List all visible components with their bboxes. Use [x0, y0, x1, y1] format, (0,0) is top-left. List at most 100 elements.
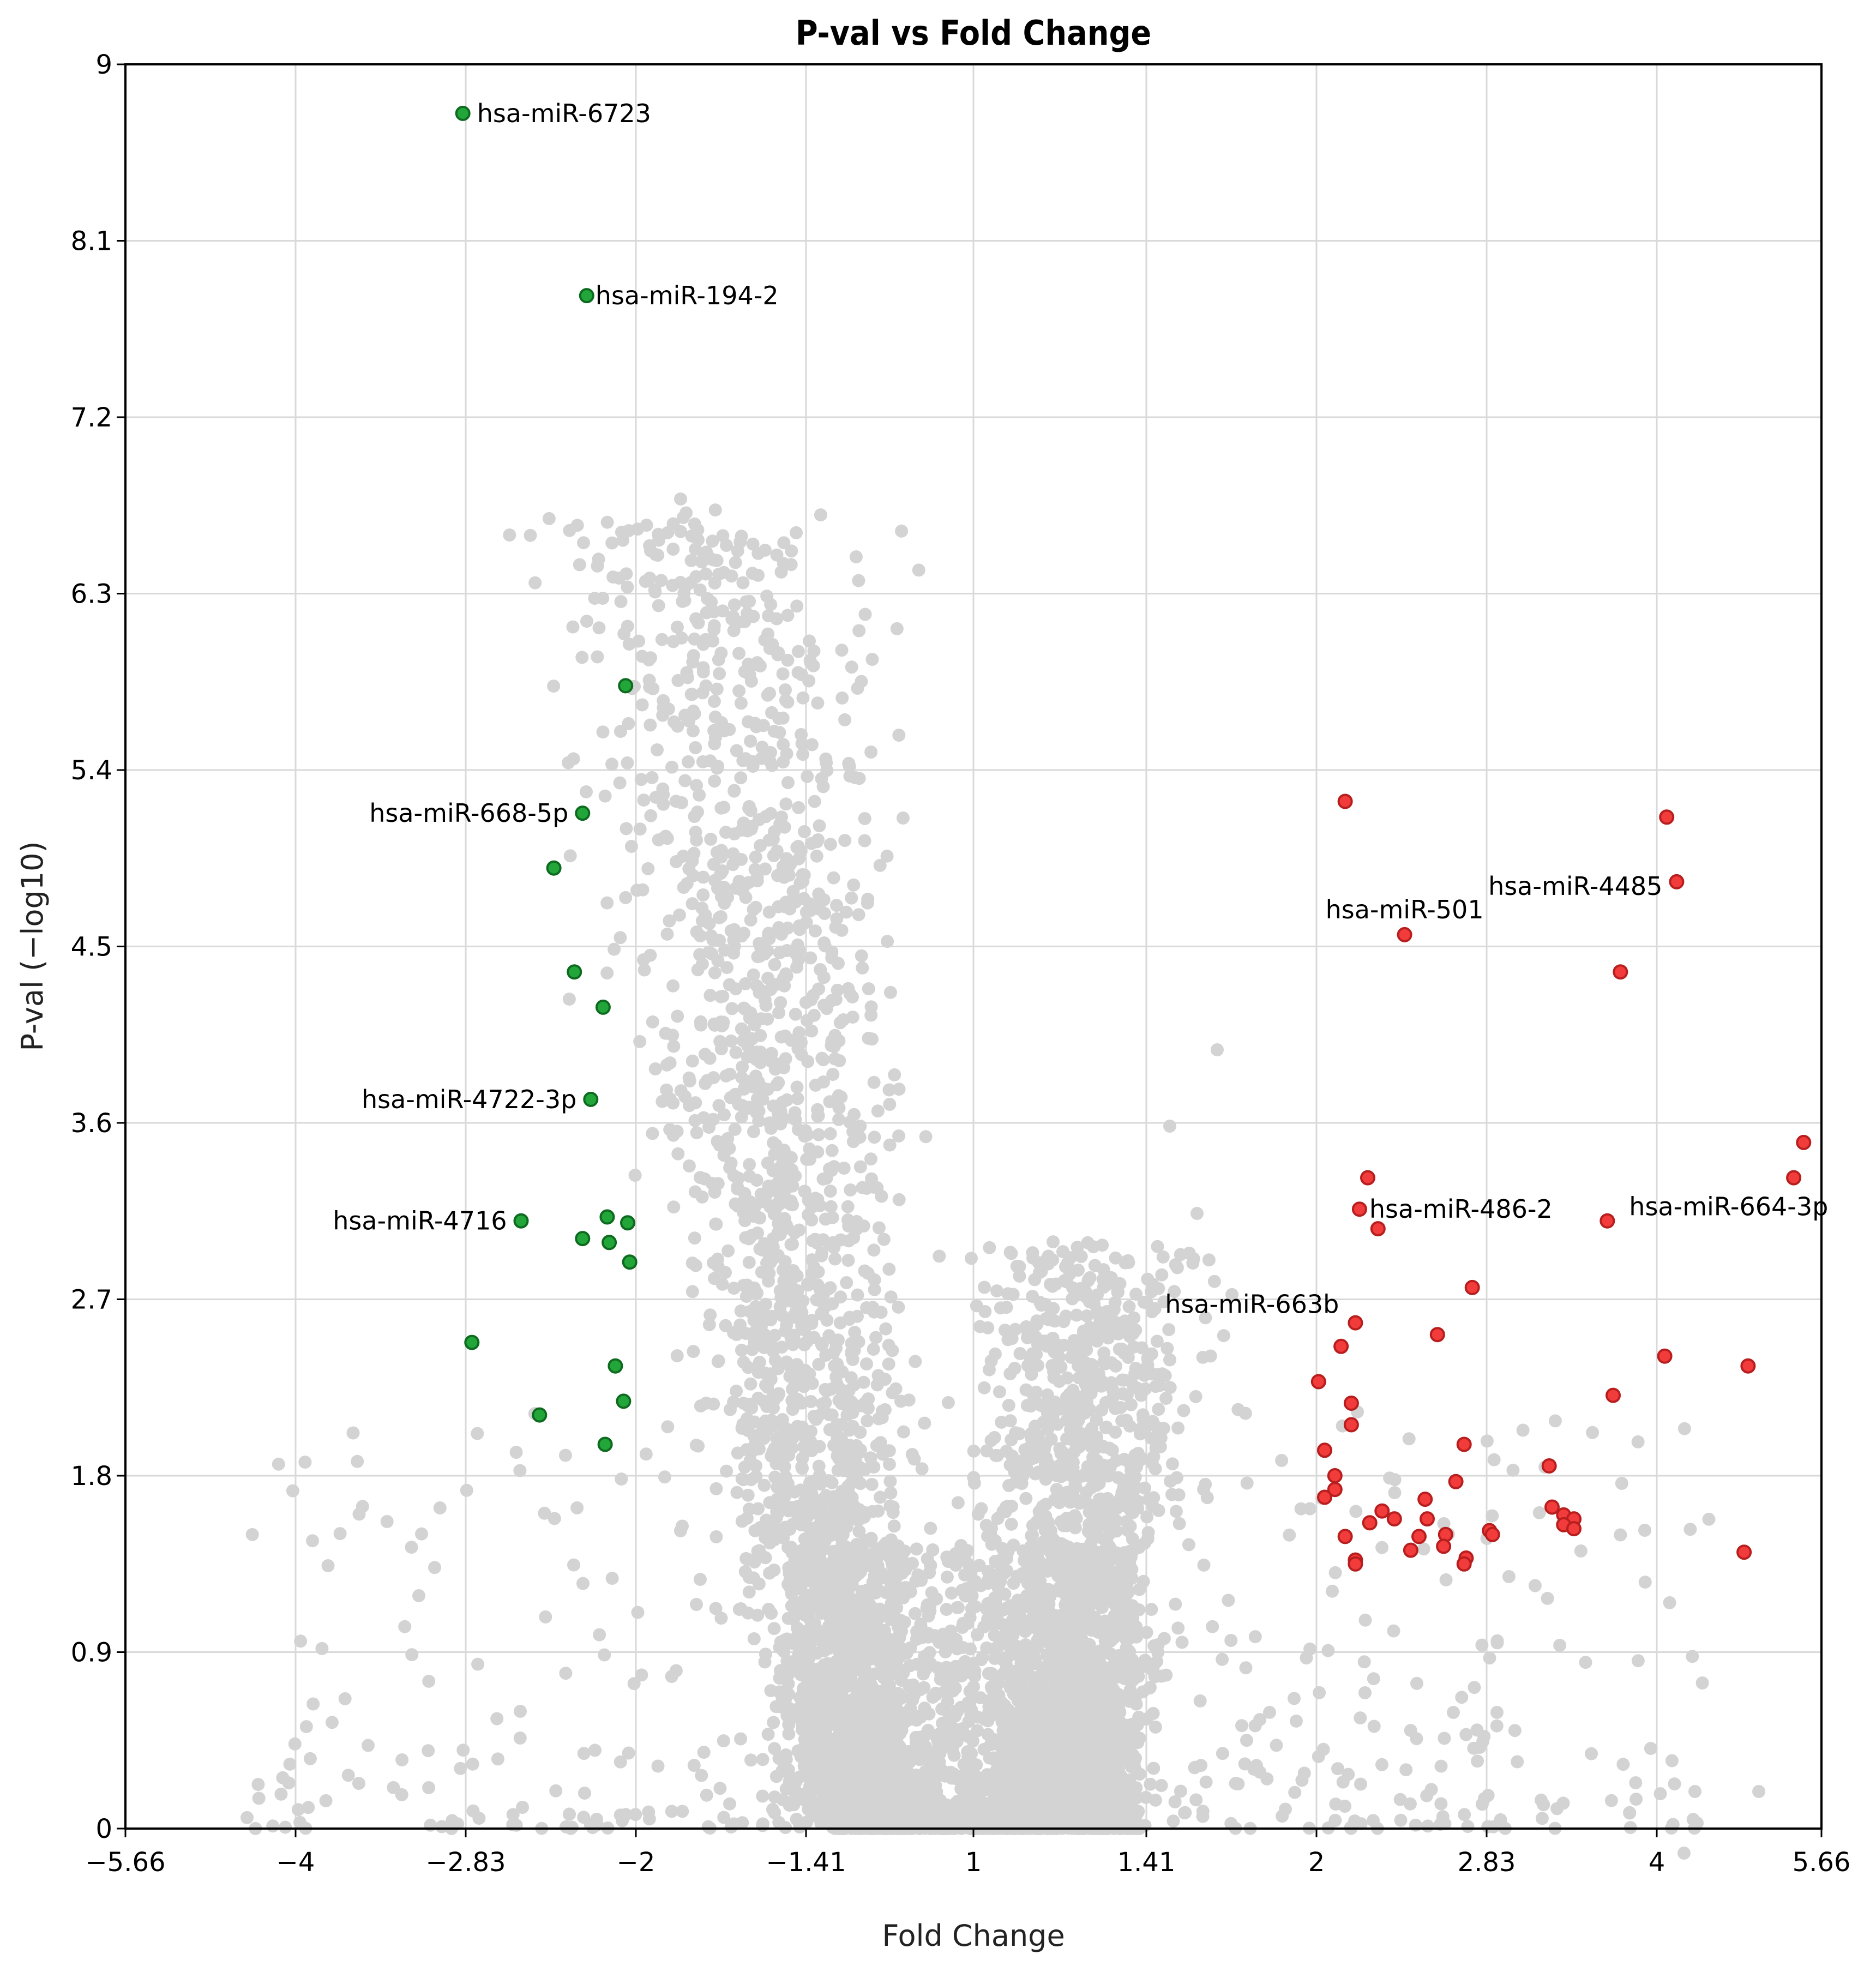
ns-point: [1003, 1246, 1017, 1259]
ns-point: [793, 923, 807, 936]
ns-point: [739, 1290, 753, 1303]
ns-point: [779, 1276, 792, 1290]
ns-point: [810, 1236, 823, 1250]
ns-point: [1029, 1451, 1042, 1464]
ns-point: [746, 537, 760, 551]
ns-point: [528, 576, 542, 590]
ns-point: [842, 1384, 856, 1397]
ns-point: [765, 1607, 778, 1620]
ns-point: [1013, 1270, 1026, 1283]
ns-point: [764, 1337, 778, 1350]
ns-point: [759, 1379, 772, 1392]
ns-point: [1035, 1335, 1048, 1349]
ns-point: [1145, 1367, 1158, 1381]
ns-point: [999, 1500, 1013, 1514]
ns-point: [710, 554, 724, 567]
ns-point: [713, 667, 726, 681]
ns-point: [689, 1259, 702, 1272]
ns-point: [678, 1090, 692, 1103]
ns-point: [710, 682, 724, 696]
ns-point: [852, 1525, 866, 1538]
ns-point: [823, 1185, 837, 1198]
ns-point: [825, 1408, 839, 1422]
ns-point: [760, 1513, 773, 1527]
ns-point: [580, 615, 593, 628]
ns-point: [727, 946, 741, 960]
ns-point: [847, 1499, 861, 1513]
ns-point: [660, 1058, 674, 1072]
ns-point: [1225, 1288, 1239, 1301]
ns-point: [699, 909, 712, 922]
ns-point: [730, 1486, 744, 1499]
ns-point: [1155, 1268, 1169, 1282]
ns-point: [793, 1582, 807, 1595]
ns-point: [644, 809, 658, 822]
ns-point: [693, 788, 706, 802]
ns-point: [785, 1501, 798, 1514]
ns-point: [1078, 1428, 1091, 1442]
ns-point: [798, 1185, 811, 1198]
ns-point: [1047, 1314, 1061, 1327]
ns-point: [777, 536, 791, 550]
ns-point: [708, 576, 721, 590]
ns-point: [781, 1763, 795, 1777]
ns-point: [869, 1331, 883, 1344]
ns-point: [817, 1298, 831, 1312]
ns-point: [828, 1607, 841, 1620]
ns-point: [840, 1408, 854, 1422]
ns-point: [726, 610, 740, 623]
ns-point: [1145, 1603, 1158, 1616]
ns-point: [895, 524, 909, 538]
ns-point: [652, 599, 665, 612]
ns-point: [720, 1464, 733, 1478]
ns-point: [687, 724, 700, 738]
ns-point: [754, 1029, 767, 1042]
ns-point: [1019, 1320, 1033, 1333]
ns-point: [773, 946, 786, 960]
ns-point: [696, 661, 710, 675]
ns-point: [780, 1355, 793, 1369]
ns-point: [691, 805, 704, 819]
ns-point: [809, 1688, 823, 1702]
ns-point: [666, 1029, 680, 1042]
ns-point: [837, 1162, 851, 1175]
ns-point: [1030, 1318, 1044, 1331]
ns-point: [730, 744, 743, 757]
ns-point: [826, 1505, 840, 1519]
ns-point: [759, 862, 772, 876]
ns-point: [813, 1283, 827, 1296]
ns-point: [742, 799, 756, 813]
ns-point: [741, 1488, 755, 1502]
ns-point: [812, 1357, 826, 1371]
ns-point: [826, 1068, 840, 1081]
ns-point: [698, 1048, 712, 1061]
ns-point: [852, 772, 866, 785]
ns-point: [1158, 1369, 1172, 1382]
ns-point: [1109, 1402, 1122, 1415]
ns-point: [819, 1349, 833, 1362]
ns-point: [708, 710, 722, 724]
ns-point: [811, 1110, 825, 1123]
ns-point: [846, 1125, 859, 1139]
ns-point: [824, 1200, 838, 1213]
ns-point: [1165, 1488, 1178, 1501]
ns-point: [879, 1322, 893, 1336]
ns-point: [1140, 1626, 1153, 1639]
ns-point: [809, 924, 822, 938]
ns-point: [1115, 1373, 1129, 1387]
ns-point: [605, 757, 618, 771]
ns-point: [1038, 1442, 1051, 1456]
ns-point: [703, 1308, 717, 1322]
ns-point: [1099, 1421, 1113, 1434]
ns-point: [591, 650, 604, 664]
ns-point: [1090, 1334, 1104, 1348]
ns-point: [780, 1319, 793, 1332]
ns-point: [686, 1054, 699, 1068]
ns-point: [1081, 1274, 1095, 1288]
ns-point: [742, 1232, 756, 1246]
ns-point: [806, 1794, 820, 1808]
ns-point: [797, 1323, 810, 1336]
ns-point: [688, 632, 701, 646]
ns-point: [613, 776, 627, 790]
ns-point: [732, 647, 745, 660]
